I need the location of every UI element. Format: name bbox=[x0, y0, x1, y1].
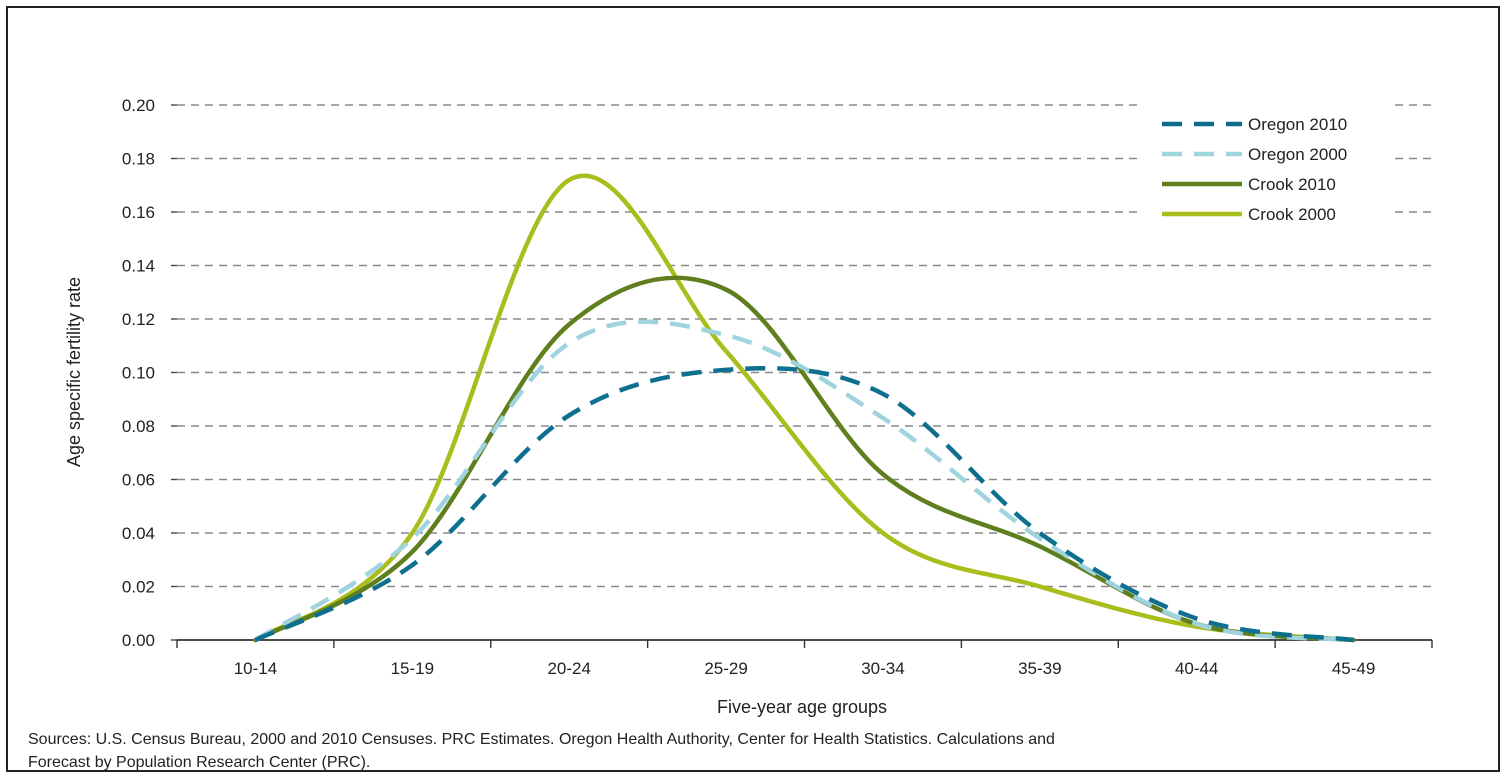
y-tick-label: 0.06 bbox=[122, 471, 155, 490]
x-tick-label: 10-14 bbox=[234, 659, 277, 678]
x-tick-label: 15-19 bbox=[391, 659, 434, 678]
y-tick-label: 0.10 bbox=[122, 364, 155, 383]
y-tick-label: 0.12 bbox=[122, 310, 155, 329]
legend-label-crook-2000: Crook 2000 bbox=[1248, 205, 1336, 224]
y-tick-label: 0.00 bbox=[122, 631, 155, 650]
legend-label-crook-2010: Crook 2010 bbox=[1248, 175, 1336, 194]
axes: 0.00 0.02 0.04 0.06 0.08 0.10 0.12 0.14 0.16 0.18… bbox=[122, 96, 1433, 678]
x-tick-label: 35-39 bbox=[1018, 659, 1061, 678]
series-lines bbox=[253, 173, 1356, 643]
y-tick-label: 0.04 bbox=[122, 524, 155, 543]
x-tick-label: 45-49 bbox=[1332, 659, 1375, 678]
y-tick-label: 0.18 bbox=[122, 150, 155, 169]
legend-label-oregon-2010: Oregon 2010 bbox=[1248, 115, 1347, 134]
y-axis-title: Age specific fertility rate bbox=[64, 277, 84, 467]
y-tick-label: 0.16 bbox=[122, 203, 155, 222]
source-note: Sources: U.S. Census Bureau, 2000 and 20… bbox=[28, 731, 1055, 772]
x-tick-label: 25-29 bbox=[704, 659, 747, 678]
series-line-oregon-2000 bbox=[254, 319, 1354, 643]
y-tick-label: 0.02 bbox=[122, 578, 155, 597]
y-tick-label: 0.08 bbox=[122, 417, 155, 436]
y-tick-label: 0.14 bbox=[122, 257, 155, 276]
legend: Oregon 2010 Oregon 2000 Crook 2010 Crook 20… bbox=[1142, 104, 1394, 228]
y-tick-label: 0.20 bbox=[122, 96, 155, 115]
x-tick-label: 20-24 bbox=[547, 659, 590, 678]
x-tick-label: 30-34 bbox=[861, 659, 904, 678]
x-axis-title: Five-year age groups bbox=[717, 697, 887, 717]
x-tick-label: 40-44 bbox=[1175, 659, 1218, 678]
series-line-crook-2010 bbox=[253, 275, 1356, 643]
series-line-crook-2000 bbox=[253, 173, 1356, 643]
series-line-oregon-2010 bbox=[254, 366, 1354, 643]
legend-background bbox=[1142, 104, 1394, 228]
legend-label-oregon-2000: Oregon 2000 bbox=[1248, 145, 1347, 164]
